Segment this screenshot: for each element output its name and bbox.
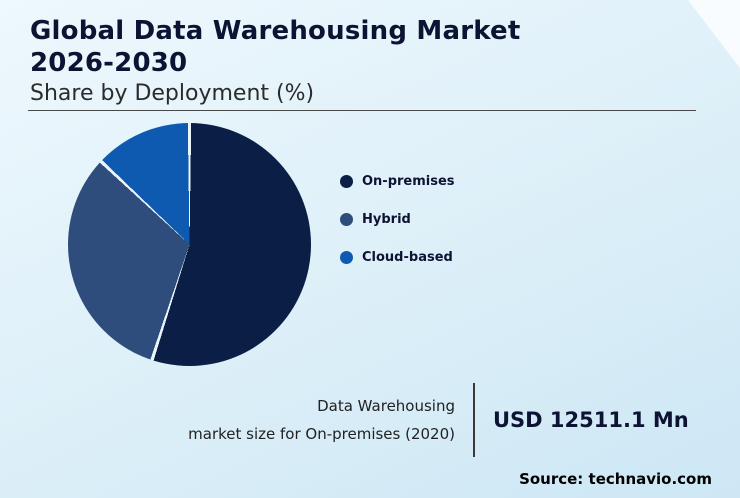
legend-swatch-on-premises [340,175,353,188]
legend-label-cloud-based: Cloud-based [362,250,453,265]
divider-line [28,110,696,111]
page-title: Global Data Warehousing Market 2026-2030 [30,16,700,79]
stat-value: USD 12511.1 Mn [493,408,689,432]
source-attribution: Source: technavio.com [519,470,712,488]
pie-chart [68,123,311,366]
header: Global Data Warehousing Market 2026-2030… [30,16,700,106]
stat-label-line1: Data Warehousing [317,396,455,415]
stat-label-line2: market size for On-premises (2020) [188,425,455,443]
stat-divider [473,383,475,457]
market-size-callout: Data Warehousing market size for On-prem… [150,383,689,457]
legend-item-cloud-based: Cloud-based [340,250,455,265]
legend-label-hybrid: Hybrid [362,212,411,227]
legend-label-on-premises: On-premises [362,174,455,189]
legend-swatch-cloud-based [340,251,353,264]
legend-item-on-premises: On-premises [340,174,455,189]
page-title-line1: Global Data Warehousing Market [30,16,521,46]
legend-item-hybrid: Hybrid [340,212,455,227]
legend-swatch-hybrid [340,213,353,226]
page-title-line2: 2026-2030 [30,47,188,78]
chart-subtitle: Share by Deployment (%) [30,81,315,107]
legend: On-premises Hybrid Cloud-based [340,174,455,288]
stat-label: Data Warehousing market size for On-prem… [150,392,455,449]
